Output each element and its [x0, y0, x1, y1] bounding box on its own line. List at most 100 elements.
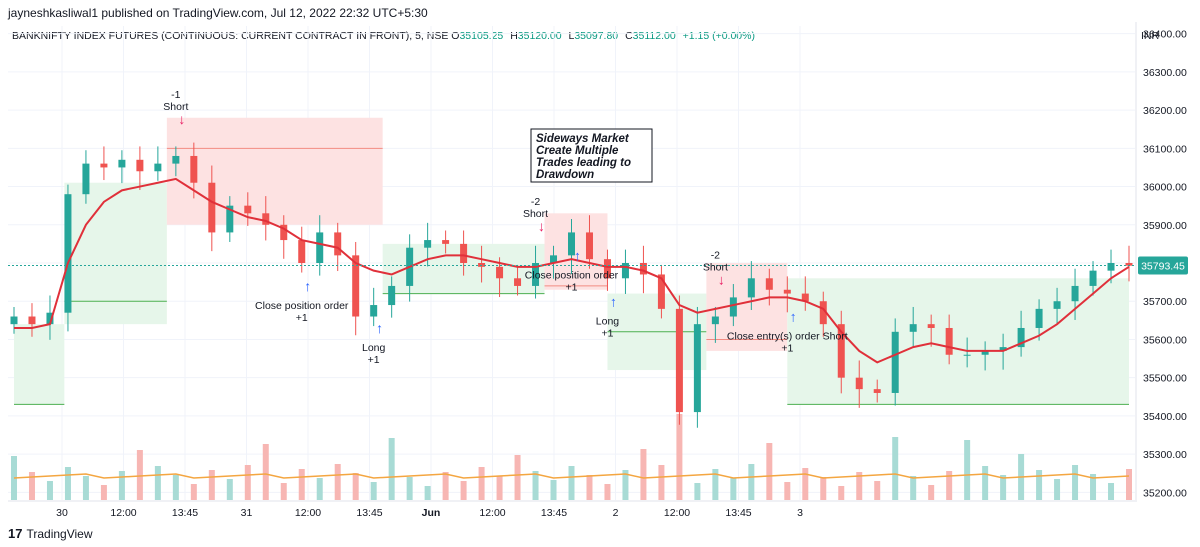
candle-body [370, 305, 378, 317]
candle-body [280, 224, 288, 241]
arrow-up-icon: ↑ [574, 247, 581, 263]
candle-body [118, 159, 126, 168]
marker-sublabel: +1 [781, 343, 793, 355]
candle-body [945, 327, 953, 355]
y-tick-label: 35400.00 [1143, 411, 1187, 423]
candle-body [82, 163, 90, 195]
arrow-up-icon: ↑ [376, 320, 383, 336]
candle-body [244, 205, 252, 214]
x-tick-label: 30 [56, 507, 68, 519]
volume-bar [190, 484, 197, 500]
note-line: Drawdown [536, 169, 594, 181]
symbol-name[interactable]: BANKNIFTY INDEX FUTURES (CONTINUOUS: CUR… [12, 30, 449, 42]
time-axis[interactable]: 30 12:00 13:45 31 12:00 13:45 Jun 12:00 13:45 2 12… [8, 500, 1135, 519]
candle-body [460, 243, 468, 263]
volume-bar [424, 486, 431, 500]
y-tick-label: 36400.00 [1143, 29, 1187, 41]
y-tick-label: 36200.00 [1143, 105, 1187, 117]
volume-bar [658, 465, 665, 500]
volume-bar [604, 484, 611, 500]
volume-bar [370, 482, 377, 500]
volume-bar [964, 440, 971, 500]
tradingview-logo-icon: 17 [8, 526, 23, 541]
y-tick-label: 35300.00 [1143, 449, 1187, 461]
currency-label: INR [1141, 30, 1160, 42]
x-tick-label: 31 [241, 507, 253, 519]
price-axis[interactable]: 36400.00 36300.00 36200.00 36100.00 36000.00… [1135, 22, 1188, 502]
volume-bar [838, 486, 845, 500]
candle-body [298, 240, 306, 263]
arrow-down-icon: ↓ [538, 218, 545, 234]
marker-label: Close entry(s) order Short [727, 331, 848, 343]
trade-band [544, 213, 608, 290]
x-tick-label: 12:00 [479, 507, 505, 519]
close-value: 35112.00 [632, 30, 676, 42]
candle-body [262, 213, 270, 225]
candle-body [837, 324, 845, 378]
candle-body [352, 255, 360, 317]
volume-bar [388, 438, 395, 500]
volume-bar [874, 481, 881, 500]
candle-body [1089, 270, 1097, 286]
x-tick-label: 12:00 [664, 507, 690, 519]
candle-body [621, 263, 629, 279]
volume-bar [406, 477, 413, 500]
arrow-up-icon: ↑ [610, 293, 617, 309]
x-tick-label: 3 [797, 507, 803, 519]
candle-body [1125, 263, 1133, 266]
volume-bar [496, 476, 503, 500]
close-label: C [625, 30, 633, 42]
tradingview-logo[interactable]: 17 TradingView [8, 526, 93, 541]
candle-body [981, 350, 989, 355]
candle-body [46, 312, 54, 325]
candle-body [442, 240, 450, 244]
volume-bar [478, 467, 485, 500]
marker-label: -1 [171, 89, 180, 101]
volume-bar [712, 469, 719, 500]
last-price-label: 35793.45 [1141, 261, 1185, 273]
y-tick-label: 36000.00 [1143, 182, 1187, 194]
candle-body [532, 263, 540, 286]
candle-body [478, 263, 486, 267]
marker-sublabel: +1 [296, 312, 308, 324]
y-tick-label: 36100.00 [1143, 143, 1187, 155]
candle-body [711, 316, 719, 325]
volume-ma-line [13, 473, 1130, 479]
brand-name: TradingView [26, 526, 93, 541]
volume-bar [1126, 469, 1132, 500]
volume-bar [892, 437, 899, 500]
candle-body [136, 159, 144, 172]
y-tick-label: 36300.00 [1143, 67, 1187, 79]
volume-bar [82, 476, 89, 500]
change-value: +1.15 (+0.00%) [682, 30, 755, 42]
volume-bar [316, 478, 323, 500]
high-label: H [510, 30, 518, 42]
candle-body [550, 255, 558, 263]
candle-body [208, 182, 216, 233]
volume-bar [334, 464, 341, 500]
volume-bar [100, 485, 107, 500]
y-tick-label: 35600.00 [1143, 334, 1187, 346]
candle-body [747, 278, 755, 298]
candle-body [765, 278, 773, 290]
volume-bar [514, 455, 521, 500]
candle-body [927, 324, 935, 328]
trade-band [14, 324, 65, 405]
x-tick-label: 12:00 [110, 507, 136, 519]
volume-bar [784, 482, 791, 500]
candle-body [226, 205, 234, 233]
note-line: Sideways Market [536, 133, 630, 145]
volume-bar [820, 477, 827, 500]
candle-body [585, 232, 593, 260]
marker-sublabel: Short [703, 262, 728, 274]
volume-bar [244, 465, 251, 500]
arrow-up-icon: ↑ [304, 278, 311, 294]
candle-body [190, 155, 198, 183]
low-value: 35097.80 [574, 30, 619, 42]
x-tick-label: 13:45 [172, 507, 198, 519]
candle-body [855, 377, 863, 390]
volume-bar [298, 469, 305, 500]
arrow-up-icon: ↑ [790, 309, 797, 325]
